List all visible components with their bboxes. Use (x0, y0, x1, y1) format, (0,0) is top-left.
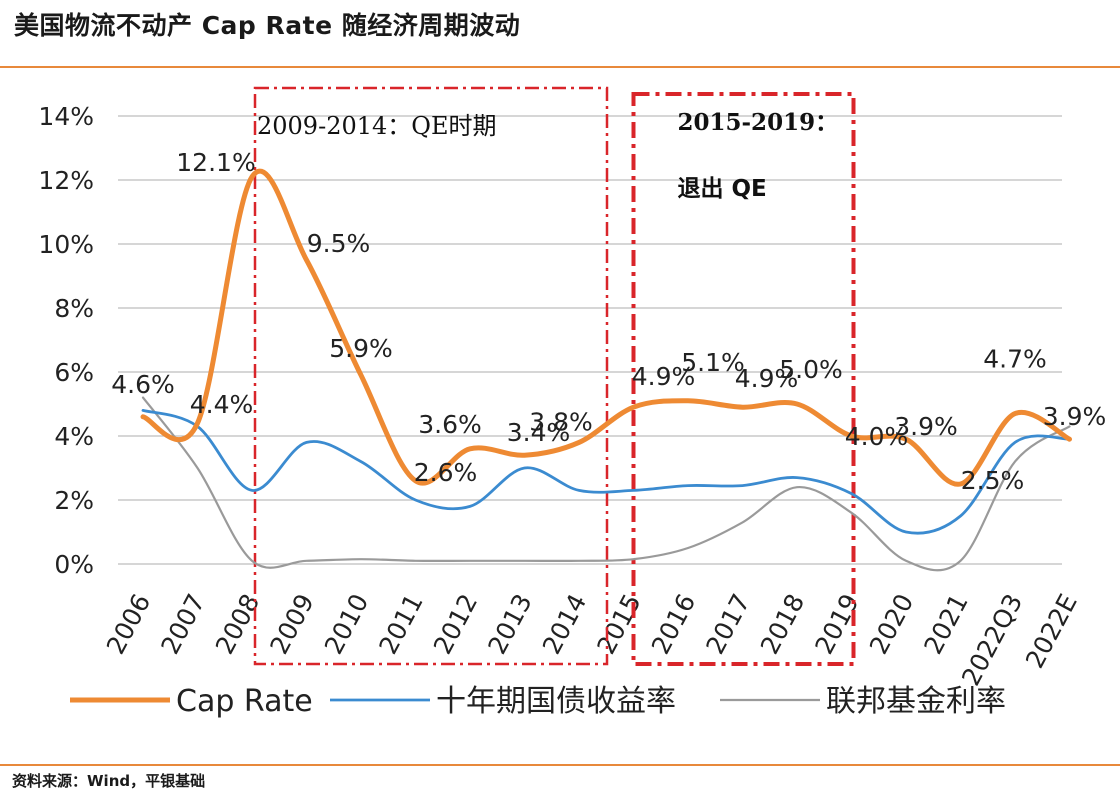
source-divider (0, 764, 1120, 766)
x-tick-label: 2018 (755, 589, 810, 659)
data-label: 3.8% (529, 407, 593, 436)
x-tick-label: 2022E (1020, 589, 1083, 673)
y-tick-label: 12% (38, 166, 94, 195)
x-tick-label: 2021 (918, 589, 973, 659)
y-tick-label: 4% (54, 422, 94, 451)
data-label: 3.9% (1043, 402, 1107, 431)
chart-title: 美国物流不动产 Cap Rate 随经济周期波动 (14, 11, 521, 40)
data-label: 4.0% (845, 422, 909, 451)
data-label: 5.0% (779, 355, 843, 384)
y-tick-label: 2% (54, 486, 94, 515)
data-label: 3.9% (894, 412, 958, 441)
x-tick-label: 2008 (210, 589, 265, 659)
y-tick-label: 0% (54, 550, 94, 579)
title-divider (0, 66, 1120, 68)
qe-period-label: 2009-2014：QE时期 (257, 112, 496, 140)
x-tick-label: 2017 (700, 589, 755, 659)
x-tick-label: 2011 (373, 589, 428, 659)
x-tick-label: 2012 (428, 589, 483, 659)
y-tick-label: 14% (38, 102, 94, 131)
x-tick-label: 2013 (482, 589, 537, 659)
x-tick-label: 2009 (264, 589, 319, 659)
ten-year-treasury-line (141, 409, 1071, 535)
legend-ten-year-treasury-label: 十年期国债收益率 (436, 684, 676, 719)
data-label: 5.9% (329, 334, 393, 363)
x-tick-label: 2016 (646, 589, 701, 659)
x-tick-label: 2019 (809, 589, 864, 659)
x-tick-label: 2010 (319, 589, 374, 659)
exit-qe-period-box (631, 92, 856, 666)
data-label: 4.6% (111, 370, 175, 399)
data-label: 5.1% (681, 348, 745, 377)
data-label: 2.5% (961, 466, 1025, 495)
qe-period-box (253, 86, 609, 666)
x-tick-label: 2007 (155, 589, 210, 659)
exit-qe-period-label-line2: 退出 QE (678, 176, 767, 202)
data-label: 2.6% (414, 458, 478, 487)
legend-cap-rate-label: Cap Rate (176, 684, 313, 719)
data-label: 12.1% (176, 148, 255, 177)
legend-fed-funds-rate-label: 联邦基金利率 (826, 684, 1006, 719)
fed-funds-rate-line (141, 396, 1071, 572)
data-label: 4.9% (735, 364, 799, 393)
source-note: 资料来源：Wind，平银基础 (12, 772, 206, 790)
data-label: 4.7% (983, 345, 1047, 374)
cap-rate-line (140, 168, 1072, 487)
data-label: 3.6% (418, 410, 482, 439)
line-chart: 0% 2% 4% 6% 8% 10% 12% 14% 2006 2007 2008 2009 2010… (38, 86, 1107, 719)
data-label: 4.4% (190, 390, 254, 419)
y-tick-label: 8% (54, 294, 94, 323)
y-tick-label: 10% (38, 230, 94, 259)
x-tick-label: 2014 (537, 589, 592, 659)
data-label: 3.4% (507, 418, 571, 447)
x-tick-label: 2020 (864, 589, 919, 659)
data-label: 9.5% (307, 229, 371, 258)
y-tick-label: 6% (54, 358, 94, 387)
x-tick-label: 2015 (591, 589, 646, 659)
data-label: 4.9% (632, 362, 696, 391)
x-tick-label: 2006 (101, 589, 156, 659)
exit-qe-period-label-line1: 2015-2019： (678, 109, 839, 136)
